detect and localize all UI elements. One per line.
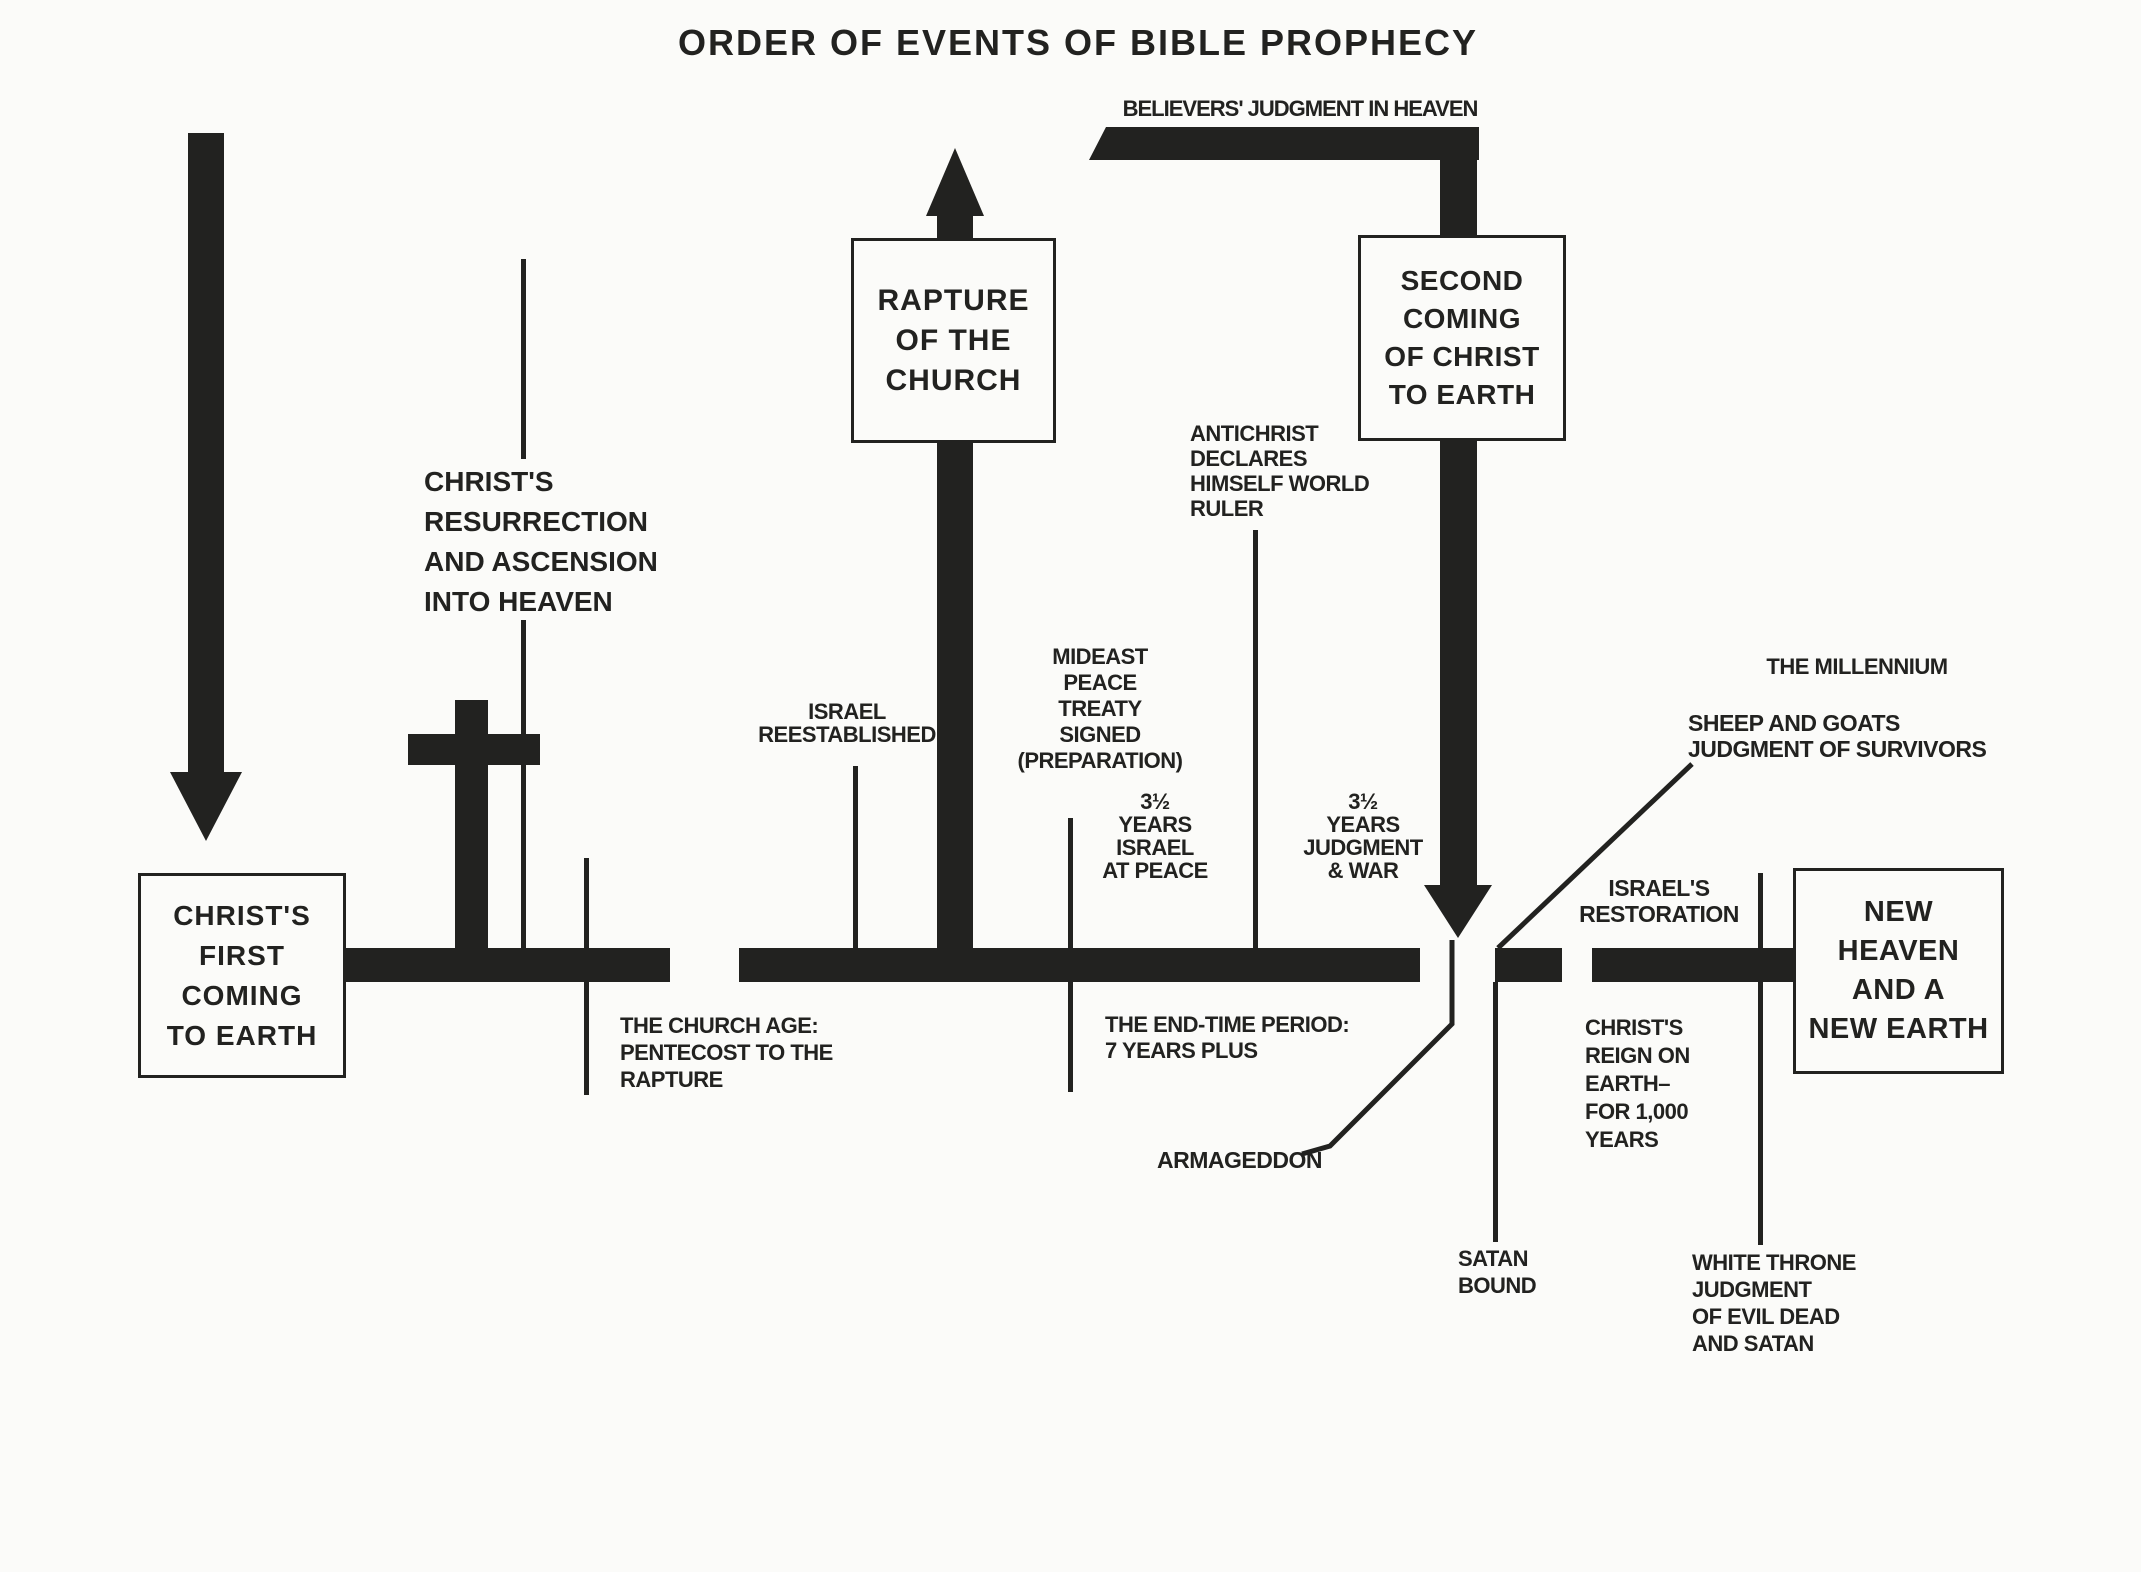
label-mideast-peace-treaty: MIDEAST PEACE TREATY SIGNED (PREPARATION… (1017, 644, 1183, 773)
label-end-time-period: THE END-TIME PERIOD: 7 YEARS PLUS (1105, 1012, 1350, 1063)
second-coming-arrow-head (1424, 885, 1492, 938)
tick-resurrection-upper (521, 259, 526, 459)
rapture-arrow-head (926, 148, 984, 216)
label-three-half-years-peace: 3½ YEARS ISRAEL AT PEACE (1102, 789, 1208, 883)
tick-satan-bound (1493, 982, 1498, 1242)
label-christs-reign-1000-years: CHRIST'S REIGN ON EARTH– FOR 1,000 YEARS (1585, 1015, 1690, 1152)
armageddon-pointer-line (1301, 940, 1455, 1157)
tick-church-age (584, 858, 589, 1095)
timeline-segment-end-time (739, 948, 1420, 982)
tick-white-throne (1758, 873, 1763, 1245)
first-coming-arrow-head (170, 772, 242, 841)
label-three-half-years-war: 3½ YEARS JUDGMENT & WAR (1303, 789, 1423, 883)
tick-israel-reestablished (853, 766, 858, 948)
tick-peace-treaty (1068, 818, 1073, 1092)
label-resurrection-ascension: CHRIST'S RESURRECTION AND ASCENSION INTO… (424, 466, 658, 617)
tick-antichrist (1253, 530, 1258, 948)
label-the-millennium: THE MILLENNIUM (1766, 654, 1948, 679)
box-rapture-of-the-church: RAPTURE OF THE CHURCH (851, 238, 1056, 443)
timeline-segment-millennium-start (1495, 948, 1562, 982)
first-coming-arrow-shaft (188, 133, 224, 773)
label-satan-bound: SATAN BOUND (1458, 1246, 1537, 1298)
second-coming-connector (1440, 158, 1477, 238)
timeline-segment-church-age (340, 948, 670, 982)
believers-judgment-bar (1089, 127, 1479, 160)
sheep-goats-pointer-line (1496, 762, 1694, 950)
box-second-coming: SECOND COMING OF CHRIST TO EARTH (1358, 235, 1566, 441)
label-israels-restoration: ISRAEL'S RESTORATION (1579, 875, 1739, 927)
box-christs-first-coming: CHRIST'S FIRST COMING TO EARTH (138, 873, 346, 1078)
page-title: ORDER OF EVENTS OF BIBLE PROPHECY (677, 22, 1479, 63)
label-armageddon: ARMAGEDDON (1157, 1147, 1322, 1173)
cross-horizontal-beam (408, 734, 540, 765)
label-israel-reestablished: ISRAEL REESTABLISHED (758, 699, 936, 747)
label-believers-judgment: BELIEVERS' JUDGMENT IN HEAVEN (1122, 96, 1479, 121)
label-church-age: THE CHURCH AGE: PENTECOST TO THE RAPTURE (620, 1013, 833, 1092)
tick-resurrection-lower (521, 620, 526, 950)
label-antichrist-world-ruler: ANTICHRIST DECLARES HIMSELF WORLD RULER (1190, 421, 1370, 521)
label-white-throne-judgment: WHITE THRONE JUDGMENT OF EVIL DEAD AND S… (1692, 1250, 1856, 1356)
second-coming-arrow-shaft (1440, 433, 1477, 885)
box-new-heaven-new-earth: NEW HEAVEN AND A NEW EARTH (1793, 868, 2004, 1074)
label-sheep-and-goats-judgment: SHEEP AND GOATS JUDGMENT OF SURVIVORS (1688, 710, 1987, 762)
